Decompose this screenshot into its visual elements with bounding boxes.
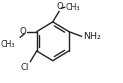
Text: CH₃: CH₃: [66, 3, 80, 12]
Text: O: O: [56, 2, 63, 11]
Text: CH₃: CH₃: [1, 40, 15, 49]
Text: Cl: Cl: [21, 63, 29, 72]
Text: NH₂: NH₂: [83, 32, 100, 41]
Text: O: O: [19, 27, 26, 36]
